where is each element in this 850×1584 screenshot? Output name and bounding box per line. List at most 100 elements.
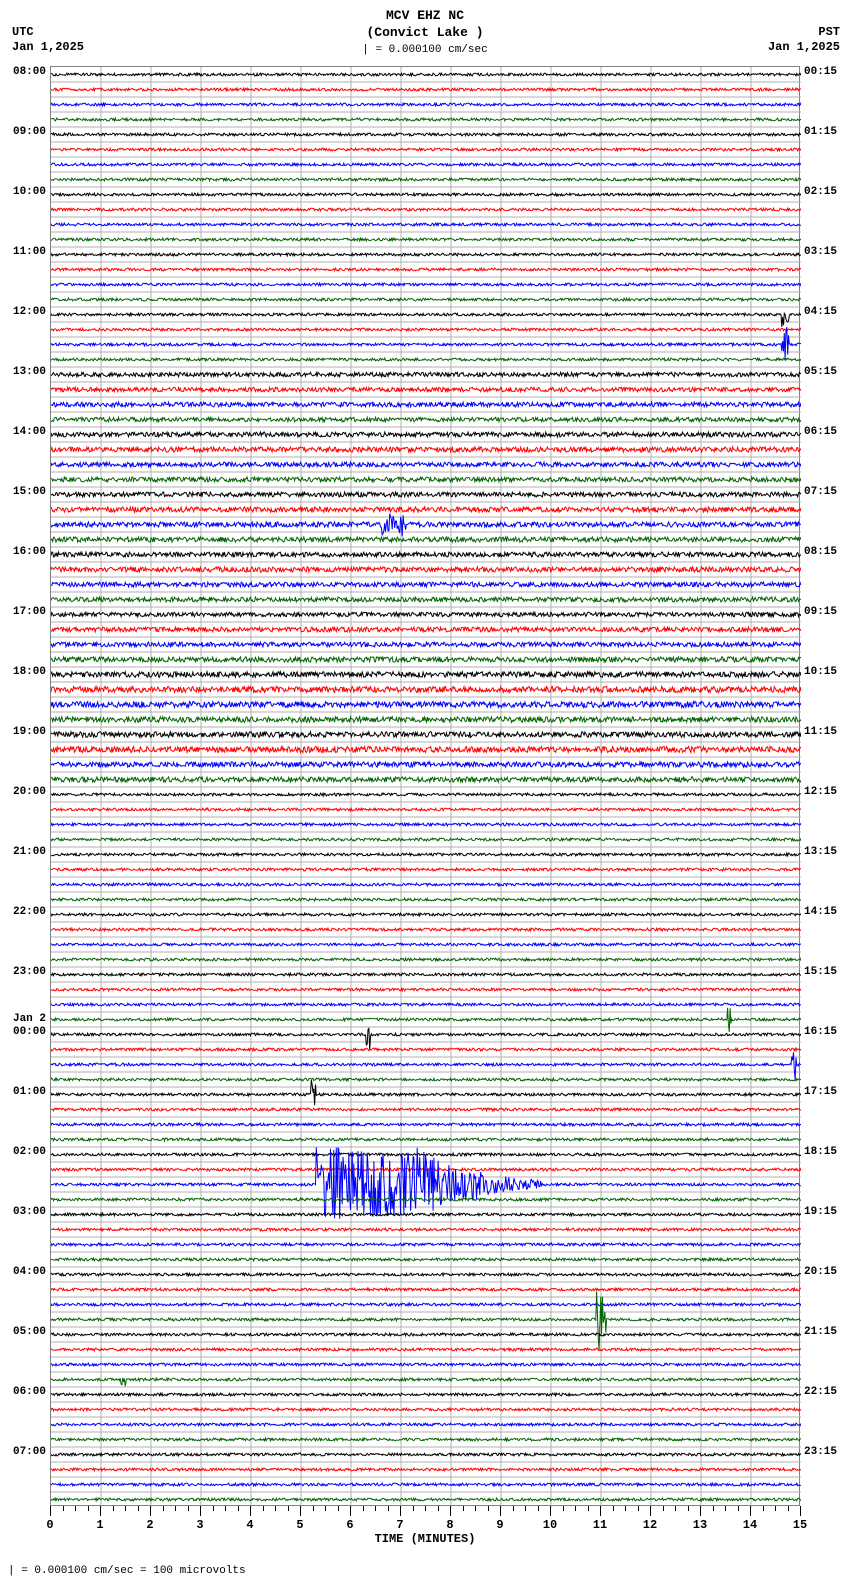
tz-left-name: UTC [12,25,84,40]
x-tick-major [250,1506,251,1516]
pst-hour-label: 07:15 [804,486,837,498]
utc-hour-label: 18:00 [13,666,46,678]
x-tick-minor [363,1506,364,1511]
x-tick-minor [463,1506,464,1511]
utc-hour-label: 20:00 [13,786,46,798]
utc-hour-label: 13:00 [13,366,46,378]
x-tick-minor [225,1506,226,1511]
seismogram-page: MCV EHZ NC (Convict Lake ) UTC Jan 1,202… [0,0,850,1584]
x-tick-minor [475,1506,476,1511]
utc-hour-label: 09:00 [13,126,46,138]
x-tick-minor [288,1506,289,1511]
x-tick-major [300,1506,301,1516]
x-tick-minor [263,1506,264,1511]
x-tick-label: 8 [446,1518,453,1532]
x-tick-minor [488,1506,489,1511]
x-tick-label: 11 [593,1518,607,1532]
x-tick-minor [75,1506,76,1511]
x-tick-major [650,1506,651,1516]
station-header: MCV EHZ NC (Convict Lake ) [0,8,850,42]
pst-hour-label: 02:15 [804,186,837,198]
x-tick-label: 2 [146,1518,153,1532]
x-tick-major [550,1506,551,1516]
utc-hour-label: 11:00 [13,246,46,258]
utc-hour-label: 02:00 [13,1146,46,1158]
pst-hour-label: 05:15 [804,366,837,378]
x-tick-minor [313,1506,314,1511]
pst-hour-label: 17:15 [804,1086,837,1098]
pst-hour-label: 23:15 [804,1446,837,1458]
day-break-label: Jan 2 [13,1013,46,1025]
x-tick-major [800,1506,801,1516]
utc-hour-label: 04:00 [13,1266,46,1278]
x-tick-label: 12 [643,1518,657,1532]
utc-hour-label: 01:00 [13,1086,46,1098]
x-tick-major [750,1506,751,1516]
pst-hour-label: 11:15 [804,726,837,738]
x-tick-major [100,1506,101,1516]
pst-hour-label: 10:15 [804,666,837,678]
x-tick-major [350,1506,351,1516]
x-tick-minor [625,1506,626,1511]
pst-hour-label: 19:15 [804,1206,837,1218]
x-tick-minor [163,1506,164,1511]
x-tick-minor [438,1506,439,1511]
x-tick-label: 14 [743,1518,757,1532]
x-tick-minor [113,1506,114,1511]
utc-hour-label: 16:00 [13,546,46,558]
x-tick-label: 15 [793,1518,807,1532]
pst-hour-label: 14:15 [804,906,837,918]
x-tick-label: 7 [396,1518,403,1532]
pst-hour-label: 08:15 [804,546,837,558]
pst-hour-label: 12:15 [804,786,837,798]
x-tick-label: 4 [246,1518,253,1532]
x-tick-minor [213,1506,214,1511]
utc-hour-label: 03:00 [13,1206,46,1218]
utc-hour-label: 23:00 [13,966,46,978]
pst-hour-label: 06:15 [804,426,837,438]
x-tick-major [200,1506,201,1516]
utc-hour-label: 00:00 [13,1026,46,1038]
x-tick-minor [688,1506,689,1511]
x-tick-major [150,1506,151,1516]
x-tick-minor [125,1506,126,1511]
scale-indicator-bottom: | = 0.000100 cm/sec = 100 microvolts [8,1565,246,1577]
x-tick-minor [538,1506,539,1511]
x-tick-minor [338,1506,339,1511]
utc-hour-label: 06:00 [13,1386,46,1398]
x-tick-minor [675,1506,676,1511]
x-tick-minor [663,1506,664,1511]
x-tick-label: 13 [693,1518,707,1532]
x-tick-minor [588,1506,589,1511]
x-tick-minor [188,1506,189,1511]
utc-hour-label: 14:00 [13,426,46,438]
pst-hour-label: 15:15 [804,966,837,978]
x-tick-minor [388,1506,389,1511]
x-tick-minor [713,1506,714,1511]
x-tick-label: 9 [496,1518,503,1532]
utc-hour-label: 19:00 [13,726,46,738]
pst-hour-label: 20:15 [804,1266,837,1278]
x-tick-label: 3 [196,1518,203,1532]
helicorder-svg [51,67,801,1507]
utc-hour-label: 08:00 [13,66,46,78]
pst-hour-label: 04:15 [804,306,837,318]
helicorder-plot [50,66,800,1506]
utc-hour-label: 07:00 [13,1446,46,1458]
x-tick-minor [738,1506,739,1511]
x-tick-label: 10 [543,1518,557,1532]
x-tick-label: 5 [296,1518,303,1532]
x-tick-major [600,1506,601,1516]
utc-hour-label: 05:00 [13,1326,46,1338]
x-tick-major [500,1506,501,1516]
pst-hour-label: 21:15 [804,1326,837,1338]
utc-hour-label: 22:00 [13,906,46,918]
x-tick-minor [775,1506,776,1511]
station-code: MCV EHZ NC [0,8,850,25]
pst-hour-label: 13:15 [804,846,837,858]
x-tick-minor [238,1506,239,1511]
x-tick-major [450,1506,451,1516]
x-tick-minor [725,1506,726,1511]
x-tick-minor [613,1506,614,1511]
pst-hour-label: 00:15 [804,66,837,78]
